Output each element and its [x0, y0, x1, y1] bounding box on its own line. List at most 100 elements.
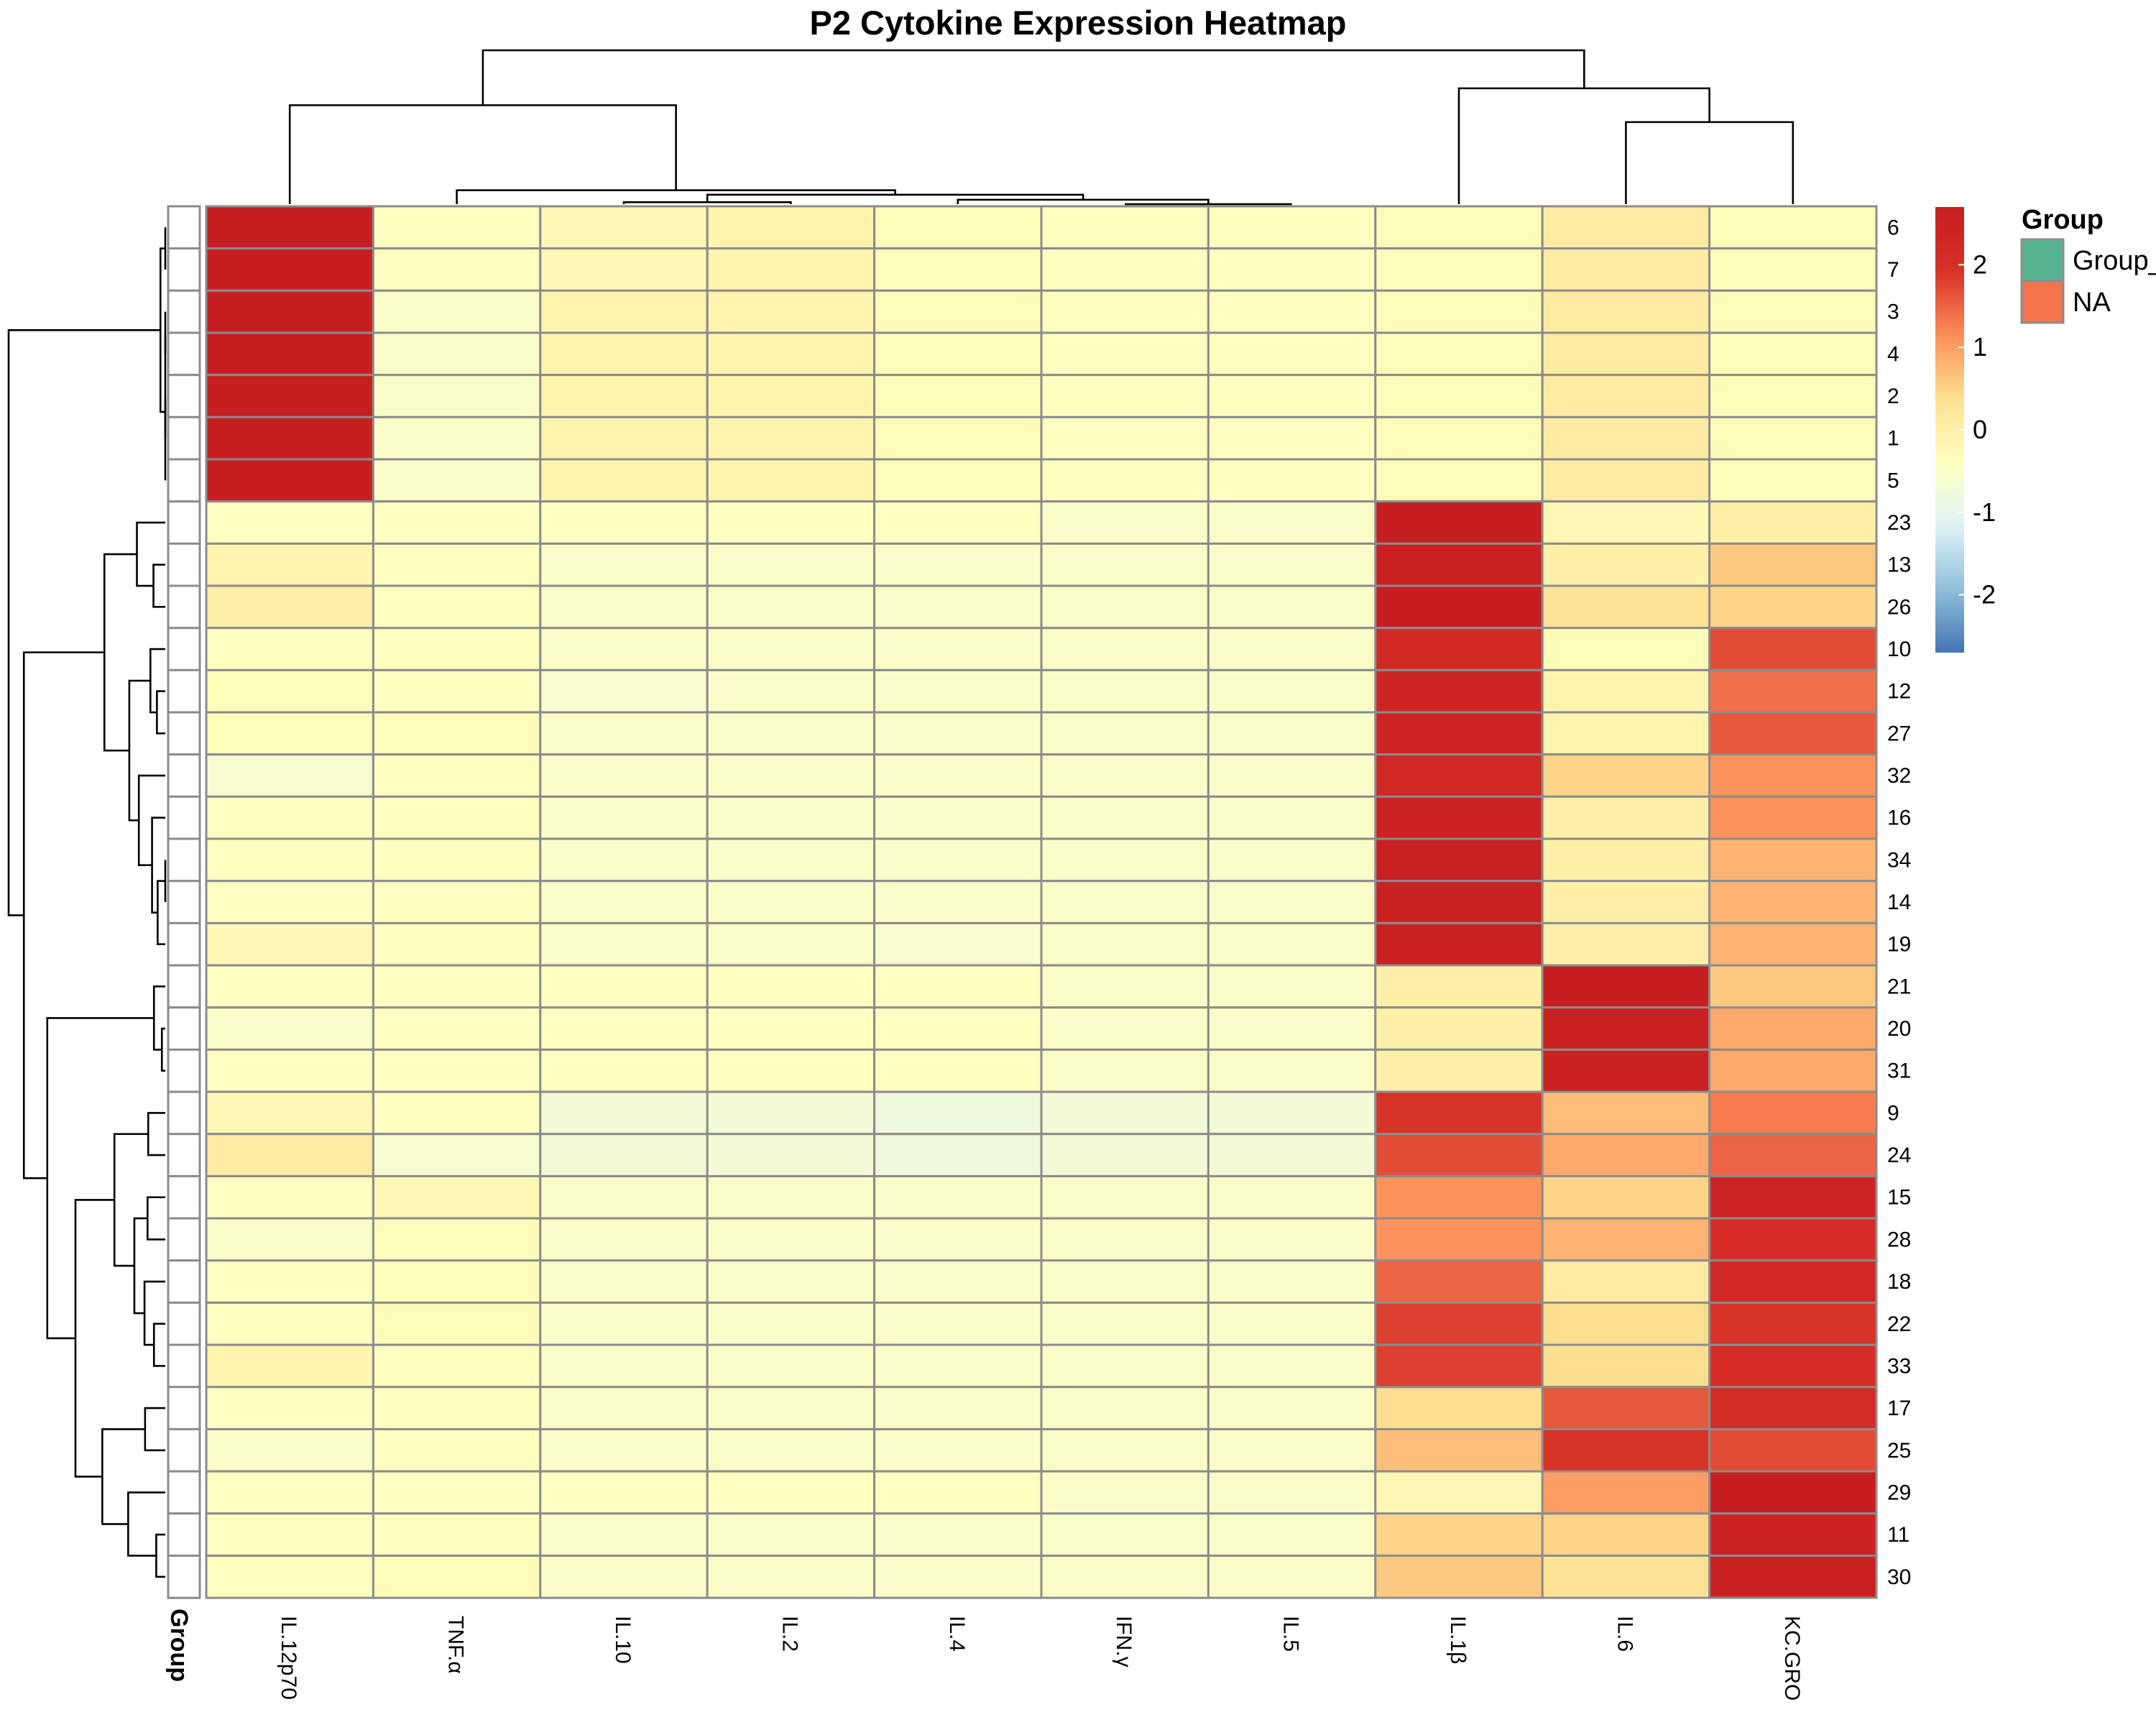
annotation-cell	[167, 753, 201, 798]
row-label: 19	[1887, 933, 1911, 957]
heatmap-cell	[372, 1217, 542, 1262]
heatmap-cell	[706, 1470, 876, 1515]
heatmap-cell	[1708, 711, 1878, 756]
row-label: 33	[1887, 1354, 1911, 1378]
heatmap-cell	[873, 964, 1043, 1009]
column-dendrogram-branch	[288, 104, 677, 204]
heatmap-cell	[539, 542, 709, 587]
heatmap-cell	[539, 1217, 709, 1262]
row-dendrogram-branch	[101, 1428, 145, 1525]
heatmap-cell	[1708, 374, 1878, 418]
row-label: 3	[1887, 300, 1899, 324]
row-dendrogram-branch	[74, 1199, 115, 1478]
heatmap-cell	[873, 374, 1043, 418]
row-dendrogram-branch	[46, 1017, 155, 1340]
heatmap-cell	[1541, 374, 1711, 418]
row-dendrogram-branch	[7, 329, 161, 916]
heatmap-cell	[372, 1343, 542, 1389]
heatmap-cell	[539, 880, 709, 924]
heatmap-cell	[873, 795, 1043, 840]
heatmap-cell	[1374, 1470, 1544, 1515]
annotation-cell	[167, 1090, 201, 1136]
heatmap-cell	[205, 627, 374, 671]
heatmap-cell	[1040, 880, 1210, 924]
heatmap-cell	[372, 1512, 542, 1557]
annotation-cell	[167, 837, 201, 883]
heatmap-cell	[1541, 1217, 1711, 1262]
heatmap-cell	[372, 1427, 542, 1473]
row-dendrogram-branch	[152, 564, 165, 608]
heatmap-cell	[539, 921, 709, 967]
heatmap-cell	[1040, 542, 1210, 587]
heatmap-cell	[539, 1133, 709, 1177]
heatmap-cell	[1541, 1512, 1711, 1557]
legend-item-label: Group_	[2073, 246, 2156, 276]
annotation-cell	[167, 1427, 201, 1473]
heatmap-cell	[1374, 1090, 1544, 1136]
annotation-cell	[167, 1133, 201, 1177]
heatmap-cell	[1207, 542, 1377, 587]
heatmap-cell	[205, 795, 374, 840]
heatmap-cell	[1207, 584, 1377, 630]
heatmap-cell	[706, 1174, 876, 1220]
heatmap-cell	[1541, 711, 1711, 756]
row-label: 4	[1887, 342, 1899, 366]
row-labels: 6734215231326101227321634141921203192415…	[1887, 216, 1911, 1589]
annotation-cell	[167, 331, 201, 377]
heatmap-cell	[1708, 753, 1878, 798]
heatmap-cell	[873, 1048, 1043, 1093]
heatmap-cell	[205, 1386, 374, 1430]
heatmap-cell	[1207, 627, 1377, 671]
heatmap-cell	[706, 289, 876, 334]
row-dendrogram-branch	[151, 816, 165, 914]
heatmap-cell	[1207, 205, 1377, 250]
heatmap-cell	[706, 1554, 876, 1599]
heatmap-cell	[706, 795, 876, 840]
heatmap-cell	[1207, 753, 1377, 798]
heatmap-cell	[706, 1259, 876, 1304]
heatmap-cell	[539, 1006, 709, 1051]
heatmap-cell	[1040, 289, 1210, 334]
heatmap-cell	[1541, 584, 1711, 630]
heatmap-cell	[873, 1133, 1043, 1177]
heatmap-cell	[1708, 584, 1878, 630]
column-dendrogram-branch	[482, 49, 1585, 106]
heatmap-cell	[539, 289, 709, 334]
heatmap-cell	[1374, 1301, 1544, 1346]
heatmap-cell	[372, 964, 542, 1009]
row-label: 10	[1887, 638, 1911, 661]
heatmap-cell	[1374, 458, 1544, 503]
heatmap-cell	[372, 205, 542, 250]
heatmap-cell	[539, 1301, 709, 1346]
group-legend: Group Group_ NA	[2020, 205, 2156, 324]
heatmap-cell	[539, 837, 709, 883]
heatmap-cell	[1207, 964, 1377, 1009]
heatmap-cell	[1374, 1174, 1544, 1220]
column-dendrogram-branch	[456, 189, 896, 204]
heatmap-cell	[539, 500, 709, 545]
heatmap-cell	[1541, 668, 1711, 714]
row-dendrogram-branch	[127, 1491, 165, 1557]
annotation-cell	[167, 458, 201, 503]
heatmap-cell	[372, 711, 542, 756]
heatmap-cell	[372, 331, 542, 377]
heatmap-cell	[1040, 205, 1210, 250]
heatmap-cell	[1374, 1343, 1544, 1389]
row-dendrogram-branch	[152, 985, 165, 1051]
row-dendrogram-branch	[113, 1133, 149, 1267]
heatmap-cell	[706, 331, 876, 377]
row-dendrogram-branch	[159, 247, 165, 413]
row-label: 12	[1887, 680, 1911, 704]
heatmap-cell	[873, 1554, 1043, 1599]
heatmap-cell	[1207, 1301, 1377, 1346]
heatmap-cell	[1541, 1006, 1711, 1051]
heatmap-cell	[1040, 795, 1210, 840]
annotation-cell	[167, 374, 201, 418]
column-dendrogram-branch	[622, 201, 792, 204]
heatmap-cell	[706, 542, 876, 587]
heatmap-cell	[372, 247, 542, 292]
heatmap-cell	[1207, 1133, 1377, 1177]
heatmap-cell	[205, 1343, 374, 1389]
annotation-label: Group	[165, 1609, 193, 1682]
heatmap-cell	[1374, 627, 1544, 671]
